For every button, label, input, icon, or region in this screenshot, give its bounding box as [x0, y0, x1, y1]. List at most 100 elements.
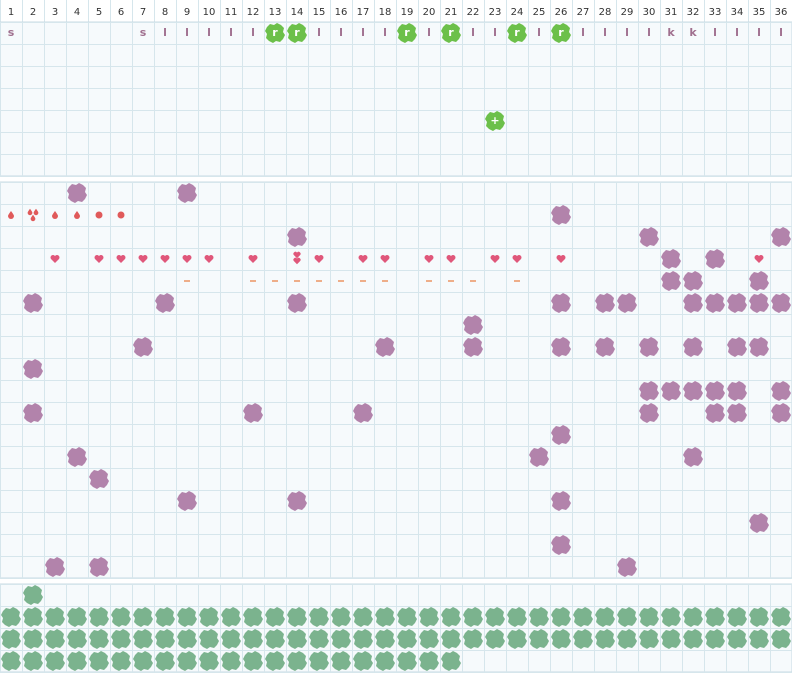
purple-tile: [287, 491, 307, 511]
tile-letter: l: [229, 26, 233, 39]
green-card: [353, 629, 373, 649]
green-card: [771, 607, 791, 627]
green-card: [111, 607, 131, 627]
tile-letter: r: [558, 26, 564, 39]
green-tile: [397, 23, 417, 43]
green-card: [309, 629, 329, 649]
column-number: 12: [247, 7, 260, 18]
column-number: 20: [423, 7, 436, 18]
column-number: 9: [184, 7, 190, 18]
purple-tile: [551, 425, 571, 445]
tile-letter: l: [251, 26, 255, 39]
green-card: [661, 607, 681, 627]
green-card: [441, 607, 461, 627]
tile-letter: k: [689, 26, 697, 39]
green-card: [177, 629, 197, 649]
purple-tile: [749, 293, 769, 313]
tile-marker: +: [490, 114, 499, 127]
purple-tile: [749, 513, 769, 533]
green-card: [23, 585, 43, 605]
column-number: 15: [313, 7, 326, 18]
green-card: [221, 629, 241, 649]
purple-tile: [551, 491, 571, 511]
green-card: [199, 629, 219, 649]
tile-letter: l: [163, 26, 167, 39]
column-number: 4: [74, 7, 80, 18]
green-card: [441, 651, 461, 671]
heart-icon: [490, 255, 500, 263]
green-card: [595, 607, 615, 627]
column-number: 24: [511, 7, 524, 18]
purple-tile: [661, 249, 681, 269]
purple-tile: [727, 337, 747, 357]
green-card: [661, 629, 681, 649]
tile-letter: l: [185, 26, 189, 39]
purple-tile: [45, 557, 65, 577]
purple-tile: [23, 403, 43, 423]
column-number: 32: [687, 7, 700, 18]
green-card: [639, 629, 659, 649]
tile-letter: r: [448, 26, 454, 39]
green-card: [23, 651, 43, 671]
green-card: [419, 629, 439, 649]
purple-tile: [67, 183, 87, 203]
tile-letter: l: [361, 26, 365, 39]
purple-tile: [595, 293, 615, 313]
green-card: [155, 607, 175, 627]
green-tile: [485, 111, 505, 131]
green-card: [683, 607, 703, 627]
green-card: [265, 607, 285, 627]
purple-tile: [727, 381, 747, 401]
green-card: [23, 629, 43, 649]
green-card: [749, 607, 769, 627]
purple-tile: [771, 293, 791, 313]
green-card: [441, 629, 461, 649]
column-number: 33: [709, 7, 722, 18]
tile-letter: r: [294, 26, 300, 39]
purple-tile: [749, 271, 769, 291]
column-number: 8: [162, 7, 168, 18]
green-card: [529, 629, 549, 649]
purple-tile: [23, 359, 43, 379]
heart-icon: [138, 255, 148, 263]
purple-tile: [727, 293, 747, 313]
tile-letter: s: [8, 26, 15, 39]
green-card: [705, 607, 725, 627]
purple-tile: [661, 381, 681, 401]
purple-tile: [133, 337, 153, 357]
purple-tile: [551, 337, 571, 357]
column-number: 2: [30, 7, 36, 18]
heart-icon: [293, 251, 301, 259]
green-card: [199, 651, 219, 671]
green-card: [1, 607, 21, 627]
green-tile: [287, 23, 307, 43]
green-card: [265, 629, 285, 649]
purple-tile: [771, 381, 791, 401]
purple-tile: [551, 205, 571, 225]
tile-letter: l: [383, 26, 387, 39]
column-number: 19: [401, 7, 414, 18]
tile-letter: l: [735, 26, 739, 39]
heart-icon: [380, 255, 390, 263]
purple-tile: [771, 227, 791, 247]
heart-icon: [182, 255, 192, 263]
heart-icon: [116, 255, 126, 263]
purple-tile: [705, 381, 725, 401]
tile-letter: l: [471, 26, 475, 39]
green-card: [89, 629, 109, 649]
green-tile: [265, 23, 285, 43]
tile-letter: l: [493, 26, 497, 39]
green-card: [397, 607, 417, 627]
drop-icon: [52, 211, 58, 219]
heart-icon: [293, 257, 301, 265]
column-number: 35: [753, 7, 766, 18]
orb-icon: [117, 211, 125, 219]
purple-tile: [617, 557, 637, 577]
green-card: [111, 651, 131, 671]
column-number: 23: [489, 7, 502, 18]
green-card: [309, 607, 329, 627]
column-number: 5: [96, 7, 102, 18]
green-card: [177, 607, 197, 627]
green-card: [133, 607, 153, 627]
column-number: 22: [467, 7, 480, 18]
